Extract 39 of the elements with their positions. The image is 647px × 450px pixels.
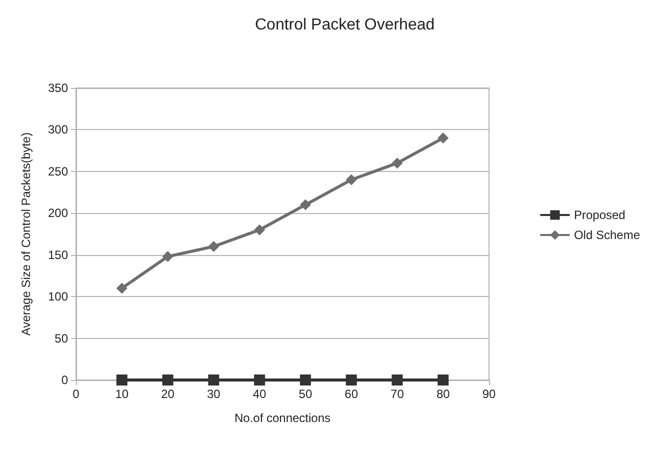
x-tick-label: 20 xyxy=(161,387,175,401)
x-tick-label: 0 xyxy=(72,387,80,401)
y-tick-label: 0 xyxy=(61,373,68,387)
point xyxy=(208,241,220,252)
y-tick-label: 100 xyxy=(48,290,68,304)
y-tick-label: 50 xyxy=(54,331,68,346)
legend-label: Proposed xyxy=(574,208,626,222)
point xyxy=(346,174,357,186)
x-tick-label: 50 xyxy=(298,387,312,401)
x-axis-title: No.of connections xyxy=(234,411,331,425)
point xyxy=(162,374,174,386)
y-axis-title: Average Size of Control Packets(byte) xyxy=(19,132,33,336)
point xyxy=(392,374,403,386)
point xyxy=(116,374,128,386)
y-tick-label: 250 xyxy=(48,164,68,178)
x-tick-label: 60 xyxy=(344,387,358,401)
chart-title: Control Packet Overhead xyxy=(255,16,435,34)
x-tick-label: 90 xyxy=(482,387,496,401)
y-tick-label: 150 xyxy=(48,248,68,262)
point xyxy=(438,374,449,386)
point xyxy=(346,374,357,386)
y-tick-label: 350 xyxy=(48,81,68,95)
y-tick-label: 300 xyxy=(48,122,68,137)
y-tick-label: 200 xyxy=(48,206,68,220)
point xyxy=(254,374,266,386)
legend-label: Old Scheme xyxy=(574,228,640,242)
x-tick-label: 30 xyxy=(206,387,221,401)
x-tick-label: 10 xyxy=(115,387,129,401)
x-tick-label: 70 xyxy=(390,387,404,401)
x-tick-label: 40 xyxy=(252,387,267,401)
point xyxy=(116,282,128,294)
point xyxy=(208,374,220,386)
point xyxy=(300,199,311,210)
point xyxy=(392,158,403,169)
point xyxy=(254,224,266,236)
point xyxy=(438,132,449,144)
point xyxy=(162,251,174,262)
point xyxy=(300,374,311,386)
x-tick-label: 80 xyxy=(436,387,450,401)
